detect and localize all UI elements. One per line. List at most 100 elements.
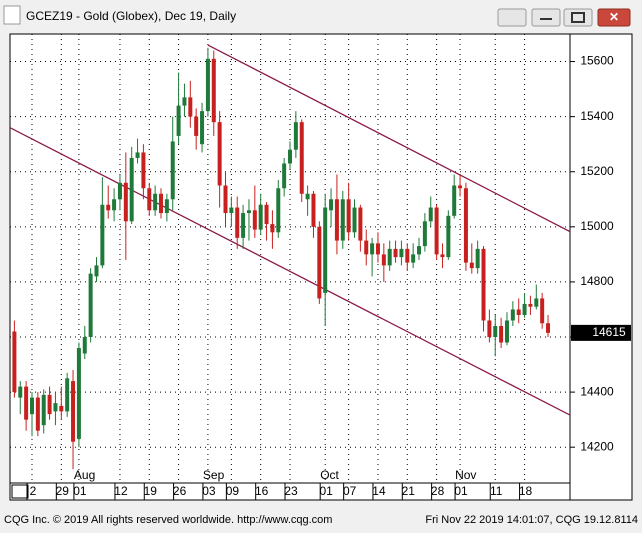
candle-body	[76, 348, 81, 439]
candle-body	[235, 207, 240, 238]
x-tick-label: 03	[202, 484, 216, 498]
candle-body	[522, 303, 527, 315]
candle-body	[475, 248, 480, 269]
x-tick-label: 19	[144, 484, 158, 498]
candle-body	[229, 207, 234, 214]
candle-body	[446, 215, 451, 258]
candle-body	[47, 394, 52, 415]
candle-body	[194, 116, 199, 136]
candle-body	[299, 122, 304, 194]
x-tick-label: 01	[73, 484, 87, 498]
candle-body	[12, 331, 17, 393]
candle-body	[217, 122, 222, 186]
candle-body	[546, 323, 551, 333]
candle-body	[493, 325, 498, 338]
close-button[interactable]	[597, 8, 631, 27]
candle-body	[422, 221, 427, 247]
candle-body	[159, 193, 163, 214]
last-price-label: 14615	[592, 325, 626, 339]
candle-body	[504, 320, 509, 343]
candle-body	[305, 193, 310, 200]
candle-body	[375, 243, 380, 255]
candle-body	[317, 226, 322, 299]
candle-body	[123, 182, 128, 222]
candle-body	[458, 185, 463, 189]
candle-body	[188, 97, 193, 117]
month-label: Sep	[203, 468, 225, 482]
candle-body	[211, 58, 216, 123]
candle-body	[82, 337, 87, 354]
candle-body	[135, 152, 140, 158]
candle-body	[106, 204, 111, 211]
footer-left: CQG Inc. © 2019 All rights reserved worl…	[4, 514, 332, 526]
candle-body	[411, 254, 416, 263]
candle-body	[440, 254, 445, 258]
candle-body	[399, 248, 404, 258]
candle-body	[358, 207, 363, 241]
x-tick-label: 21	[402, 484, 416, 498]
candle-body	[288, 149, 293, 164]
plot-area	[10, 34, 570, 483]
y-tick-label: 14200	[580, 439, 614, 453]
candle-body	[94, 265, 99, 277]
candle-body	[463, 188, 468, 263]
candle-body	[469, 262, 474, 269]
minimize-button[interactable]	[531, 8, 561, 27]
candle-body	[434, 207, 439, 255]
x-tick-label: 26	[173, 484, 187, 498]
candle-body	[170, 141, 175, 200]
candle-body	[141, 152, 146, 189]
maximize-button[interactable]	[563, 8, 593, 27]
candle-body	[182, 97, 187, 106]
candle-body	[241, 213, 246, 238]
x-tick-label: 07	[343, 484, 357, 498]
x-tick-label: 18	[519, 484, 533, 498]
link-button[interactable]	[497, 8, 527, 27]
x-tick-label: 14	[372, 484, 386, 498]
x-tick-label: 09	[226, 484, 240, 498]
candle-body	[352, 207, 357, 233]
candle-body	[35, 397, 40, 431]
candle-body	[364, 240, 369, 255]
candle-body	[340, 199, 345, 241]
y-tick-label: 15000	[580, 219, 614, 233]
candle-body	[71, 381, 76, 442]
maximize-icon	[571, 12, 585, 23]
scroll-box[interactable]	[11, 484, 29, 499]
x-tick-label: 01	[320, 484, 334, 498]
candle-body	[153, 193, 158, 211]
candle-body	[393, 248, 398, 258]
candle-body	[528, 303, 533, 307]
candle-body	[346, 199, 351, 233]
candle-body	[534, 298, 539, 307]
candle-body	[270, 224, 275, 233]
trend-line	[10, 127, 570, 416]
candle-body	[323, 207, 328, 293]
candle-body	[41, 394, 46, 426]
y-tick-label: 15200	[580, 164, 614, 178]
x-tick-label: 29	[56, 484, 70, 498]
candle-body	[487, 320, 492, 338]
candle-body	[370, 243, 375, 255]
window-icon	[3, 5, 21, 25]
candle-body	[29, 397, 34, 415]
trend-line	[207, 44, 570, 233]
footer-right: Fri Nov 22 2019 14:01:07, CQG 19.12.8114	[425, 514, 638, 526]
y-tick-label: 15600	[580, 54, 614, 68]
month-label: Oct	[320, 468, 339, 482]
candle-body	[164, 199, 169, 214]
month-label: Aug	[74, 468, 95, 482]
x-tick-label: 01	[454, 484, 468, 498]
x-tick-label: 11	[490, 484, 503, 498]
candle-body	[516, 309, 521, 315]
y-tick-label: 15400	[580, 109, 614, 123]
candle-body	[24, 386, 29, 420]
candle-body	[387, 248, 392, 266]
candle-body	[176, 105, 181, 136]
candle-body	[252, 210, 257, 230]
candle-body	[18, 386, 23, 398]
candle-body	[540, 298, 545, 324]
candle-body	[246, 210, 251, 214]
candle-body	[405, 248, 410, 263]
